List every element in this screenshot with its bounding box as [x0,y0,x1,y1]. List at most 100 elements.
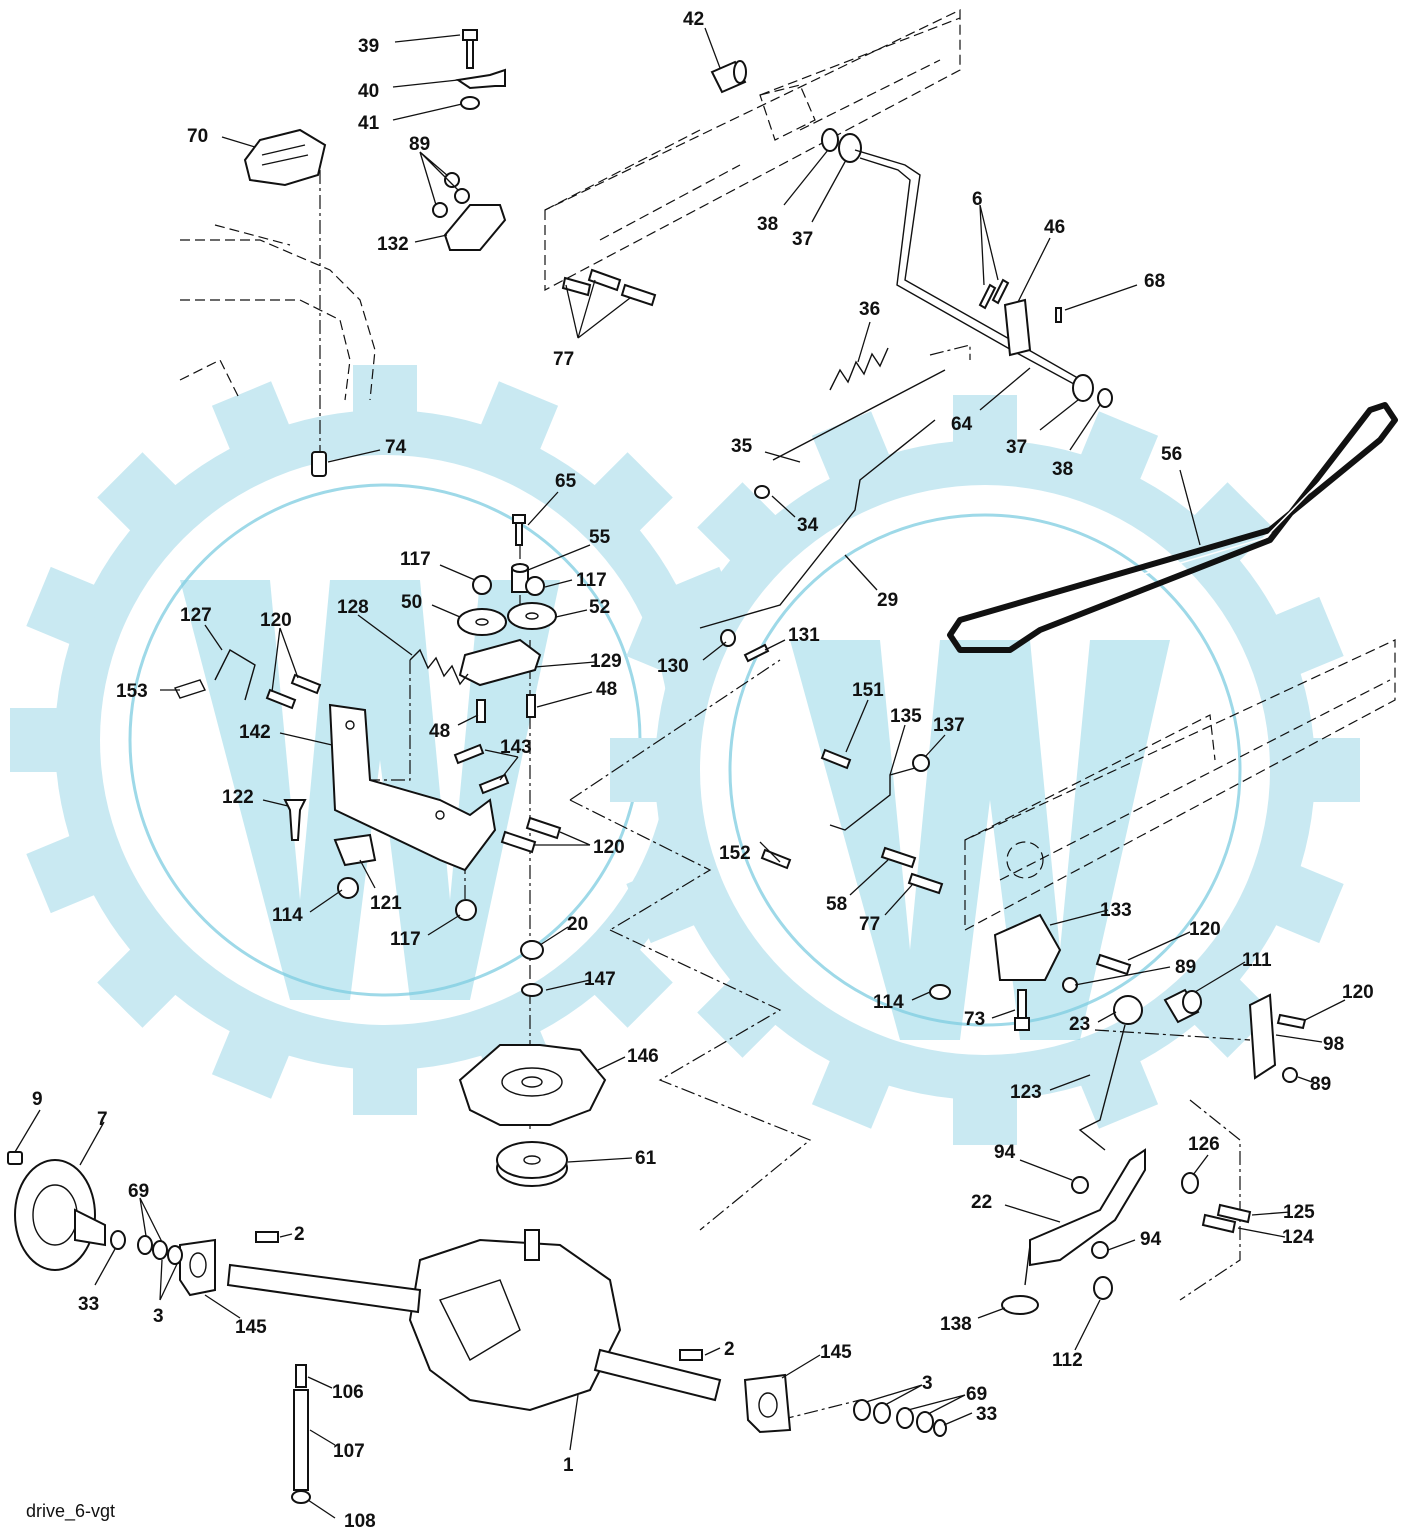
nut-114-left [337,877,359,899]
assembly-lines [299,170,1251,1490]
idler-arm-129 [458,638,542,687]
callout-130: 130 [657,656,689,677]
callout-111: 111 [1242,950,1272,971]
bracket-98 [1248,993,1277,1080]
callout-68: 68 [1144,271,1165,292]
bolt-152 [760,848,792,870]
nut-89-right-a [1062,977,1078,993]
watermark-gear-tooth [697,970,785,1058]
bolt-124 [1201,1213,1237,1234]
nut-117-a [472,575,492,595]
nut-117-c [455,899,477,921]
callout-89c: 89 [1310,1074,1331,1095]
watermark-gear-tooth [697,482,785,570]
callout-labels: 39 40 41 42 70 89 132 77 38 37 6 46 68 3… [32,9,1374,1532]
lever-123 [1078,1024,1126,1151]
watermark-gear-tooth [811,411,895,492]
pulley-52 [507,602,557,630]
callout-77b: 77 [859,914,880,935]
bolt-74 [311,451,327,477]
stud-106 [295,1364,307,1388]
callout-94a: 94 [994,1142,1016,1163]
link-135 [829,767,916,831]
callout-3a: 3 [153,1306,164,1327]
washers-right [853,1399,947,1437]
callout-77a: 77 [553,349,574,370]
callout-40: 40 [358,81,379,102]
watermark-gear-tooth [26,830,107,914]
callout-146: 146 [627,1046,659,1067]
callout-74: 74 [385,437,407,458]
callout-114a: 114 [272,905,303,926]
callout-46: 46 [1044,217,1065,238]
pulley-50 [457,608,507,636]
callout-39: 39 [358,36,379,57]
washer-126 [1181,1172,1199,1194]
washers-37-38-right [1072,374,1113,408]
callout-38a: 38 [757,214,778,235]
bushing-111 [1163,988,1202,1024]
bolt-58 [880,846,917,869]
bushing-34 [754,485,770,499]
nut-114-right [929,984,951,1000]
watermark-gear-tooth [1263,596,1344,680]
pin-153 [174,679,206,699]
bracket-22 [1024,1148,1146,1286]
bracket-46 [1003,298,1032,357]
watermark-gear-tooth [626,596,707,680]
callout-129: 129 [590,651,622,672]
watermark-gear-tooth [585,940,673,1028]
transaxle-1 [408,1229,622,1412]
callout-64: 64 [951,414,973,435]
washer-138 [1001,1295,1039,1315]
callout-135: 135 [890,706,922,727]
callout-121: 121 [370,893,402,914]
watermark-gear-tooth [1300,738,1360,802]
callout-145b: 145 [820,1342,852,1363]
bracket-145-left [179,1238,216,1297]
fan-146 [458,1044,607,1126]
callout-41: 41 [358,113,380,134]
watermark-gear-tooth [1075,411,1159,492]
callout-114b: 114 [873,992,904,1013]
pulley-61 [496,1141,568,1187]
nut-117-b [525,576,545,596]
callout-122: 122 [222,787,254,808]
callout-37a: 37 [792,229,813,250]
callout-151: 151 [852,680,884,701]
callout-98: 98 [1323,1034,1344,1055]
callout-33b: 33 [976,1404,997,1425]
callout-73: 73 [964,1009,985,1030]
callout-6: 6 [972,189,983,210]
callout-107: 107 [333,1441,365,1462]
callout-48b: 48 [429,721,450,742]
watermark-gear-tooth [1185,970,1273,1058]
watermark-gear-tooth [353,1055,417,1115]
callout-69a: 69 [128,1181,149,1202]
nut-41 [460,96,480,110]
watermark-gear-tooth [953,1085,1017,1145]
callout-2b: 2 [724,1339,735,1360]
watermark-gear-tooth [1075,1048,1159,1129]
watermark-w-right [790,640,1170,1040]
callout-147: 147 [584,969,616,990]
watermark-gear-tooth [211,381,295,462]
chassis-frame-right [964,639,1396,932]
axle-right [593,1348,722,1402]
callout-143: 143 [500,737,532,758]
callout-20: 20 [567,914,588,935]
callout-120a: 120 [260,610,292,631]
watermark-gear-tooth [211,1018,295,1099]
callout-56: 56 [1161,444,1182,465]
knob-23 [1113,995,1143,1025]
callout-34: 34 [797,515,819,536]
callout-70: 70 [187,126,208,147]
watermark-logo [10,365,1360,1145]
bushing-42 [710,60,747,94]
callout-1: 1 [563,1455,574,1476]
washer-130 [720,629,736,647]
clip-40 [455,68,506,90]
bracket-121 [333,833,377,867]
rod-35 [772,369,946,461]
